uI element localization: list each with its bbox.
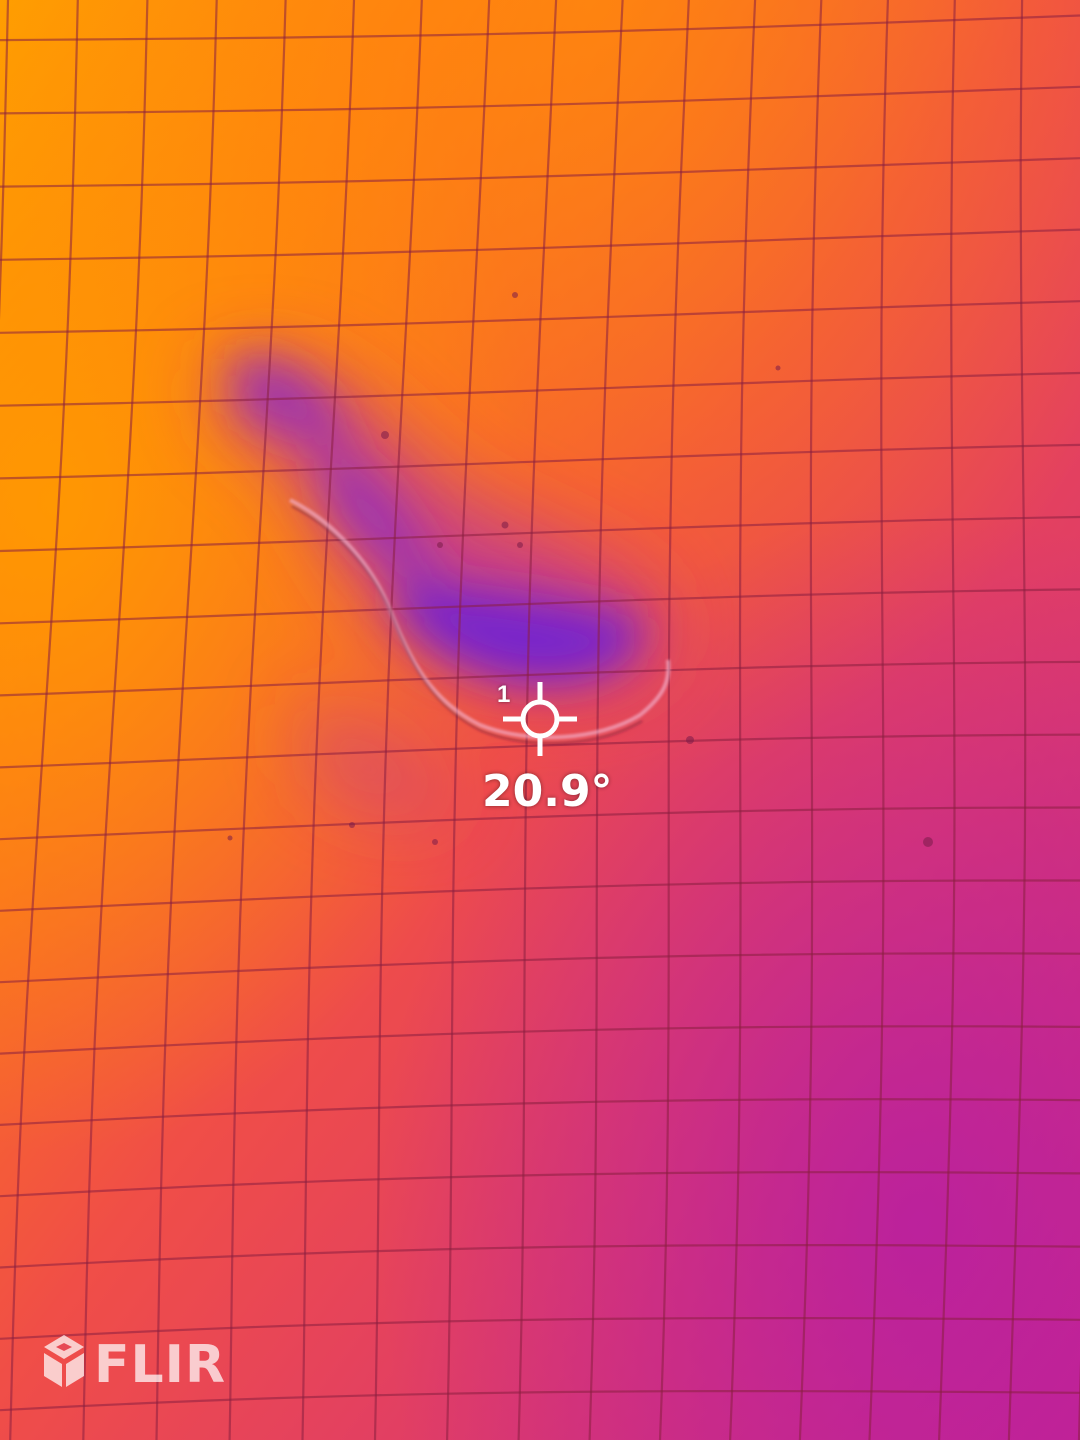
grid-line-horizontal (0, 1244, 1080, 1269)
grid-line-horizontal (0, 1390, 1080, 1412)
grid-line-horizontal (0, 588, 1080, 625)
surface-specks (227, 292, 933, 847)
grid-line-horizontal (0, 14, 1080, 42)
grid-line-vertical (798, 0, 823, 1440)
grid-line-vertical (658, 0, 690, 1440)
grid-line-vertical (301, 0, 356, 1440)
grid-line-vertical (588, 0, 624, 1440)
puddle-outline (289, 498, 671, 745)
grid-line-vertical (82, 0, 149, 1440)
spot-temperature-reading: 20.9° (482, 766, 613, 817)
grid-line-horizontal (0, 806, 1080, 841)
grid-line-horizontal (0, 660, 1080, 697)
grid-line-horizontal (0, 1098, 1080, 1126)
grid-line-horizontal (0, 157, 1080, 188)
grid-line-vertical (1007, 0, 1027, 1440)
grid-line-vertical (228, 0, 287, 1440)
grid-line-horizontal (0, 85, 1080, 115)
flir-logo-icon (44, 1335, 84, 1387)
grid-line-vertical (155, 0, 218, 1440)
grid-line-vertical (9, 0, 79, 1440)
brand-name: FLIR (94, 1335, 227, 1395)
grid-line-horizontal (0, 515, 1080, 553)
grid-line-horizontal (0, 879, 1080, 912)
grid-line-horizontal (0, 1317, 1080, 1340)
spot-meter-label: 1 (497, 681, 511, 708)
grid-line-horizontal (0, 952, 1080, 984)
grid-line-vertical (868, 0, 889, 1440)
grid-line-vertical (517, 0, 558, 1440)
grid-line-vertical (446, 0, 491, 1440)
grid-line-vertical (0, 0, 10, 321)
grid-line-horizontal (0, 443, 1080, 480)
grid-line-horizontal (0, 1171, 1080, 1198)
grid-line-horizontal (0, 1025, 1080, 1055)
grid-line-horizontal (0, 371, 1080, 407)
grid-line-horizontal (0, 300, 1080, 334)
grid-line-vertical (373, 0, 423, 1440)
grid-line-horizontal (0, 228, 1080, 261)
crosshair-icon (503, 682, 577, 756)
grid-line-vertical (938, 0, 956, 1440)
brand-logo: FLIR (40, 1330, 226, 1400)
